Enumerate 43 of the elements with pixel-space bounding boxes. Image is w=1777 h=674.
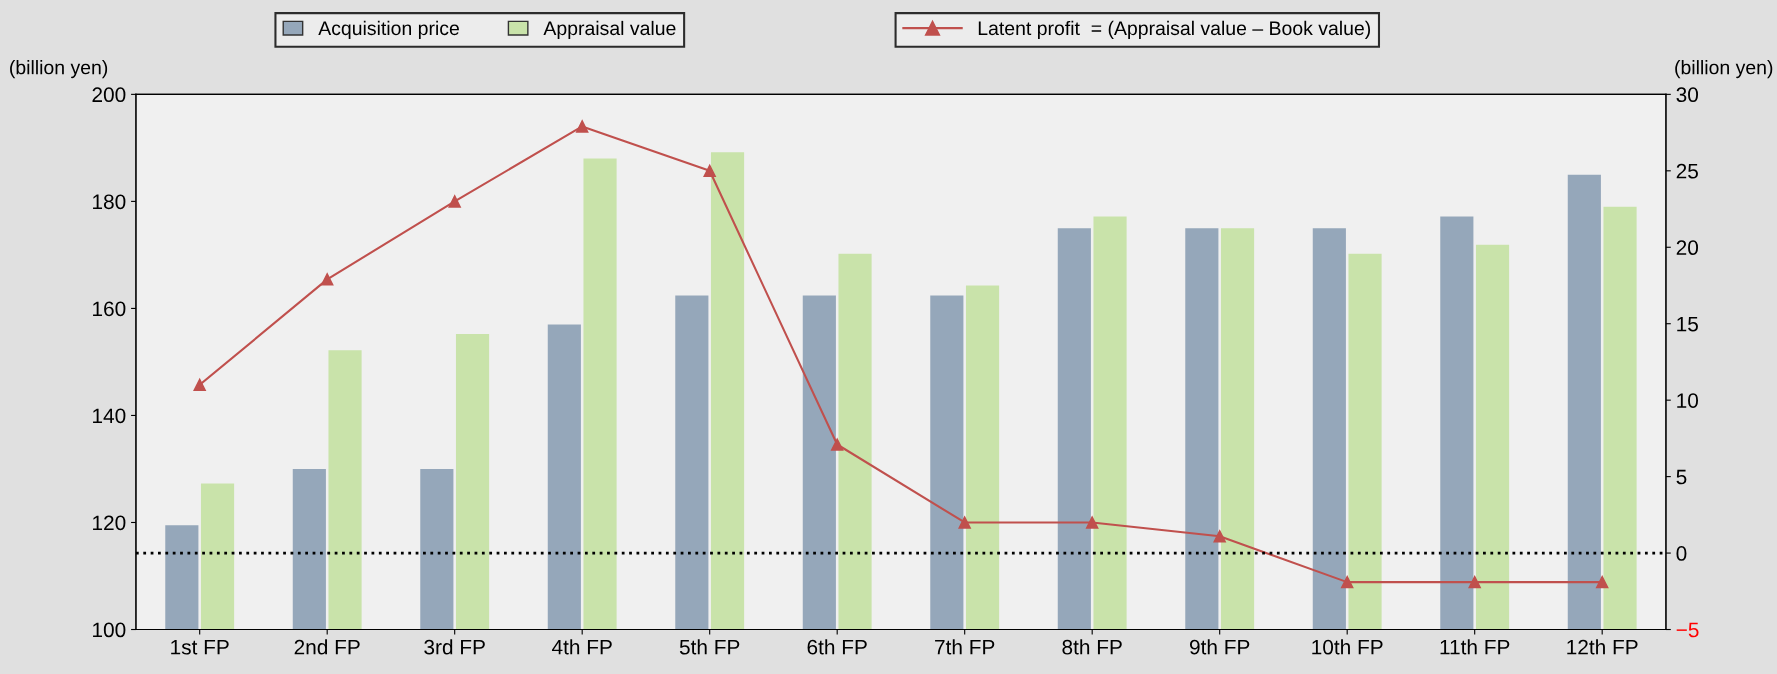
y-tick-label: 200 — [92, 87, 126, 103]
point — [1340, 575, 1354, 589]
x-tick-label: 9th FP — [1189, 639, 1250, 655]
x-tick-label: 11th FP — [1440, 639, 1510, 655]
y-axis-title: (billion yen) — [10, 60, 108, 79]
x-tick-label: 5th FP — [679, 639, 740, 655]
y2-tick-label: 5 — [1676, 469, 1687, 485]
x-tick-label: 12th FP — [1567, 639, 1638, 655]
x-tick-label: 7th FP — [935, 639, 995, 655]
point — [1213, 529, 1226, 543]
y-tick-label: 140 — [93, 408, 126, 424]
y2-tick-label: 20 — [1676, 240, 1699, 256]
x-tick-label: 2nd FP — [294, 639, 360, 655]
point — [958, 516, 971, 529]
legend-label: Appraisal value — [543, 20, 676, 39]
point — [448, 195, 461, 208]
x-tick-label: 4th FP — [551, 639, 612, 655]
point — [1595, 575, 1609, 589]
point — [193, 378, 206, 392]
x-tick-label: 8th FP — [1062, 639, 1122, 655]
y2-tick-label: 25 — [1676, 163, 1698, 179]
x-tick-label: 10th FP — [1312, 639, 1383, 655]
y2-tick-label: −5 — [1676, 622, 1699, 638]
point — [1468, 575, 1481, 589]
point — [575, 120, 589, 133]
point — [830, 438, 844, 451]
x-tick-label: 6th FP — [807, 639, 867, 655]
legend-label: Acquisition price — [318, 20, 459, 39]
y-tick-label: 160 — [93, 301, 126, 317]
y2-tick-label: 15 — [1677, 316, 1698, 332]
y2-tick-label: 30 — [1676, 87, 1699, 103]
y2-tick-label: 0 — [1676, 546, 1687, 561]
y-tick-label: 100 — [93, 622, 126, 638]
x-tick-label: 3rd FP — [424, 639, 485, 655]
y-tick-label: 180 — [93, 194, 126, 210]
legend-label: Latent profit = (Appraisal value – Book value) — [978, 20, 1371, 39]
x-tick-label: 1st FP — [171, 640, 229, 655]
y-tick-label: 120 — [93, 515, 126, 531]
y2-axis-title: (billion yen) — [1675, 60, 1773, 79]
point — [1085, 516, 1099, 529]
y2-tick-label: 10 — [1677, 393, 1699, 408]
point — [320, 273, 334, 286]
point — [703, 164, 716, 178]
